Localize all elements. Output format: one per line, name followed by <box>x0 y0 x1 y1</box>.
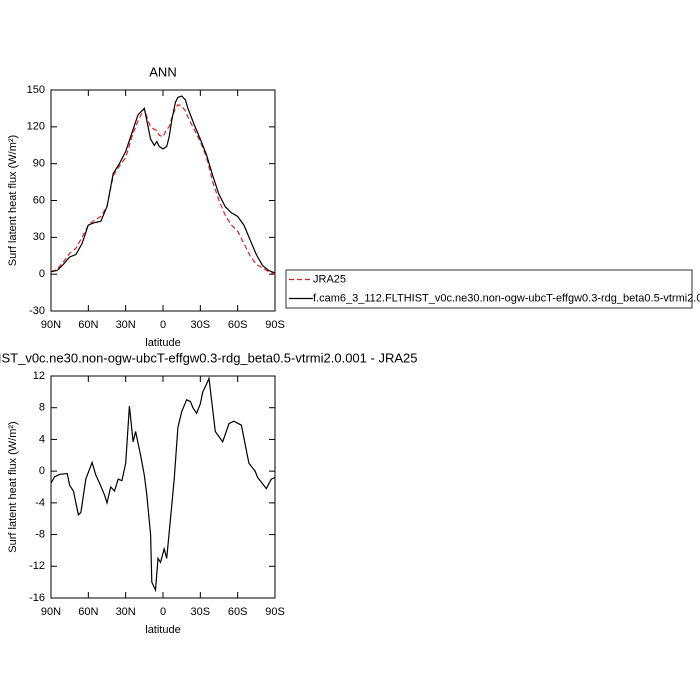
legend-label: JRA25 <box>313 273 346 285</box>
y-tick-label: -30 <box>29 305 45 317</box>
x-tick-label: 0 <box>160 606 166 618</box>
chart-title: ANN <box>149 64 176 79</box>
y-tick-label: 30 <box>33 231 45 243</box>
y-tick-label: 90 <box>33 158 45 170</box>
x-tick-label: 60S <box>228 606 248 618</box>
x-axis-label: latitude <box>145 624 180 636</box>
x-tick-label: 60N <box>78 319 98 331</box>
x-tick-label: 90N <box>41 606 61 618</box>
y-tick-label: 12 <box>33 370 45 382</box>
x-tick-label: 60N <box>78 606 98 618</box>
y-tick-label: 0 <box>39 268 45 280</box>
y-tick-label: -16 <box>29 592 45 604</box>
legend-label: f.cam6_3_112.FLTHIST_v0c.ne30.non-ogw-ub… <box>313 292 700 304</box>
x-tick-label: 30S <box>191 606 211 618</box>
x-tick-label: 90S <box>265 606 285 618</box>
x-axis-label: latitude <box>145 337 180 349</box>
y-axis-label: Surf latent heat flux (W/m²) <box>7 135 19 266</box>
y-tick-label: 60 <box>33 194 45 206</box>
y-tick-label: -8 <box>35 528 45 540</box>
x-tick-label: 30N <box>116 319 136 331</box>
y-tick-label: 120 <box>27 121 45 133</box>
data-line <box>50 376 276 593</box>
x-tick-label: 30N <box>116 606 136 618</box>
y-tick-label: 0 <box>39 465 45 477</box>
plot-frame <box>50 89 276 312</box>
x-tick-label: 30S <box>191 319 211 331</box>
chart-title: THIST_v0c.ne30.non-ogw-ubcT-effgw0.3-rdg… <box>0 350 417 365</box>
y-tick-label: 150 <box>27 84 45 96</box>
x-tick-label: 60S <box>228 319 248 331</box>
data-line <box>50 95 276 274</box>
legend-frame <box>285 269 693 309</box>
y-tick-label: -4 <box>35 497 45 509</box>
x-tick-label: 0 <box>160 319 166 331</box>
y-axis-label: Surf latent heat flux (W/m²) <box>7 421 19 552</box>
plot-frame <box>50 375 276 599</box>
y-tick-label: 8 <box>39 402 45 414</box>
y-tick-label: 4 <box>39 433 45 445</box>
y-tick-label: -12 <box>29 560 45 572</box>
x-tick-label: 90N <box>41 319 61 331</box>
data-line <box>50 103 276 275</box>
x-tick-label: 90S <box>265 319 285 331</box>
